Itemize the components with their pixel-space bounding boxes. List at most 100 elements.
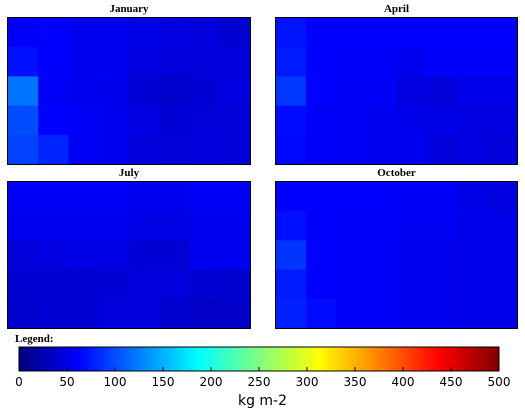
heatmap-cell [486, 182, 518, 212]
heatmap-cell [276, 269, 307, 300]
heatmap-cell [486, 105, 518, 136]
heatmap-cell [219, 105, 251, 136]
heatmap-cell [336, 18, 367, 48]
heatmap-cell [426, 134, 458, 165]
heatmap-cell [456, 47, 488, 77]
heatmap-cell [276, 76, 307, 107]
heatmap-cell [38, 182, 69, 212]
heatmap-cell [38, 240, 69, 271]
heatmap-cell [189, 269, 221, 300]
heatmap-cell [306, 269, 337, 300]
heatmap-cell [159, 76, 190, 107]
heatmap-cell [486, 76, 518, 107]
heatmap-cell [306, 298, 337, 329]
heatmap-cell [129, 76, 160, 107]
heatmap-cell [396, 105, 428, 136]
colorbar-tick-label: 300 [296, 375, 319, 389]
heatmap-cell [426, 105, 458, 136]
heatmap-cell [306, 134, 337, 165]
heatmap-cell [456, 211, 488, 241]
heatmap-cell [219, 47, 251, 77]
heatmap-cell [129, 269, 160, 300]
heatmap-cell [426, 211, 458, 241]
heatmap-cell [306, 211, 337, 241]
heatmap-cell [456, 18, 488, 48]
heatmap-frame [275, 181, 518, 329]
heatmap-cell [366, 240, 397, 271]
heatmap-cell [68, 298, 100, 329]
heatmap-cell [219, 240, 251, 271]
colorbar-tick-label: 100 [104, 375, 127, 389]
heatmap-cell [98, 76, 130, 107]
heatmap-cell [8, 298, 39, 329]
heatmap-cell [219, 76, 251, 107]
heatmap-cell [68, 240, 100, 271]
heatmap-cell [8, 76, 39, 107]
heatmap-cell [336, 298, 367, 329]
heatmap-cell [219, 211, 251, 241]
heatmap-cell [189, 76, 221, 107]
heatmap-cell [219, 18, 251, 48]
heatmap-cell [129, 134, 160, 165]
heatmap-april [275, 17, 518, 165]
heatmap-cell [336, 182, 367, 212]
heatmap-cell [68, 269, 100, 300]
heatmap-cell [8, 182, 39, 212]
heatmap-cell [159, 47, 190, 77]
heatmap-cell [366, 76, 397, 107]
heatmap-cell [129, 105, 160, 136]
heatmap-cell [8, 134, 39, 165]
heatmap-cell [336, 269, 367, 300]
heatmap-cell [189, 134, 221, 165]
heatmap-july [7, 181, 251, 329]
colorbar-tick-label: 350 [344, 375, 367, 389]
heatmap-cell [396, 269, 428, 300]
heatmap-cell [336, 105, 367, 136]
heatmap-cell [38, 18, 69, 48]
colorbar-tick-label: 50 [59, 375, 74, 389]
heatmap-cell [456, 240, 488, 271]
heatmap-cell [98, 240, 130, 271]
heatmap-cell [456, 269, 488, 300]
heatmap-cell [426, 47, 458, 77]
heatmap-cell [68, 182, 100, 212]
heatmap-cell [129, 211, 160, 241]
heatmap-cell [38, 298, 69, 329]
heatmap-cell [306, 105, 337, 136]
heatmap-frame [275, 17, 518, 165]
heatmap-cell [306, 76, 337, 107]
heatmap-cell [486, 211, 518, 241]
heatmap-cell [129, 240, 160, 271]
colorbar-tick-label: 500 [488, 375, 511, 389]
heatmap-cell [366, 269, 397, 300]
heatmap-cell [159, 269, 190, 300]
panel-title-april: April [383, 3, 410, 15]
panel-title-october: October [377, 167, 416, 179]
heatmap-january [7, 17, 251, 165]
heatmap-cell [486, 18, 518, 48]
heatmap-cell [396, 211, 428, 241]
heatmap-cell [396, 134, 428, 165]
heatmap-cell [336, 211, 367, 241]
heatmap-cell [8, 47, 39, 77]
colorbar: 0 50 100 150 200 250 300 350 400 450 500 [15, 346, 511, 389]
heatmap-cell [38, 105, 69, 136]
colorbar-tick-label: 200 [200, 375, 223, 389]
heatmap-cell [68, 18, 100, 48]
heatmap-cell [159, 240, 190, 271]
heatmap-cell [129, 18, 160, 48]
heatmap-cell [189, 182, 221, 212]
legend-label: Legend: [15, 333, 54, 345]
heatmap-cell [486, 47, 518, 77]
heatmap-cell [426, 76, 458, 107]
heatmap-frame [7, 17, 251, 165]
heatmap-cell [189, 211, 221, 241]
heatmap-cell [276, 47, 307, 77]
heatmap-cell [189, 47, 221, 77]
heatmap-cell [219, 269, 251, 300]
heatmap-cell [366, 18, 397, 48]
heatmap-cell [336, 47, 367, 77]
heatmap-cell [336, 134, 367, 165]
heatmap-cell [219, 134, 251, 165]
heatmap-cell [306, 182, 337, 212]
